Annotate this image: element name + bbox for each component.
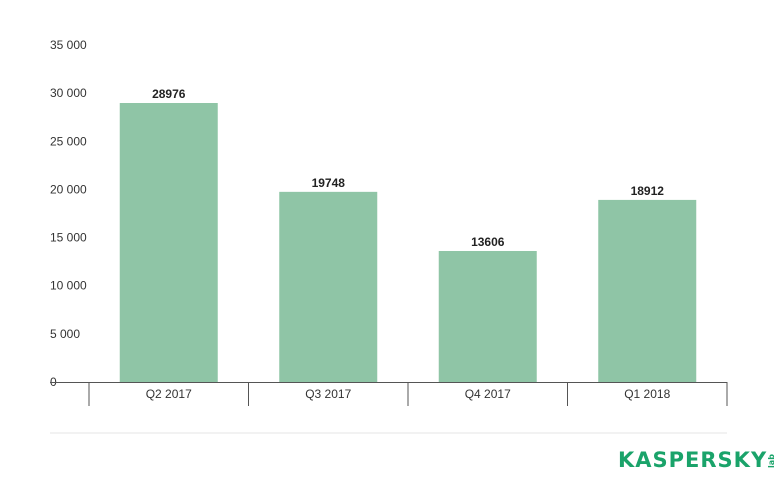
logo-sub: lab (767, 454, 777, 468)
data-label: 19748 (312, 176, 346, 190)
x-axis: Q2 2017 Q3 2017 Q4 2017 Q1 2018 (50, 382, 728, 406)
y-tick-label: 10 000 (50, 279, 87, 293)
bar (598, 199, 697, 382)
logo-text: KASPERSKY (618, 448, 768, 472)
bars (119, 103, 697, 383)
x-tick-label: Q3 2017 (305, 387, 351, 401)
x-tick-label: Q2 2017 (146, 387, 192, 401)
y-tick-label: 25 000 (50, 134, 87, 148)
y-tick-label: 15 000 (50, 231, 87, 245)
kaspersky-logo: KASPERSKYlab (618, 448, 777, 477)
bar (438, 250, 537, 382)
data-label: 13606 (471, 235, 505, 249)
y-tick-label: 30 000 (50, 86, 87, 100)
bar (119, 103, 218, 383)
bar (279, 191, 378, 382)
y-tick-label: 5 000 (50, 327, 80, 341)
x-tick-label: Q1 2018 (624, 387, 670, 401)
data-labels: 28976 19748 13606 18912 (152, 87, 664, 249)
y-tick-label: 35 000 (50, 38, 87, 52)
x-tick-label: Q4 2017 (465, 387, 511, 401)
data-label: 28976 (152, 87, 186, 101)
data-label: 18912 (631, 184, 665, 198)
y-tick-label: 20 000 (50, 182, 87, 196)
